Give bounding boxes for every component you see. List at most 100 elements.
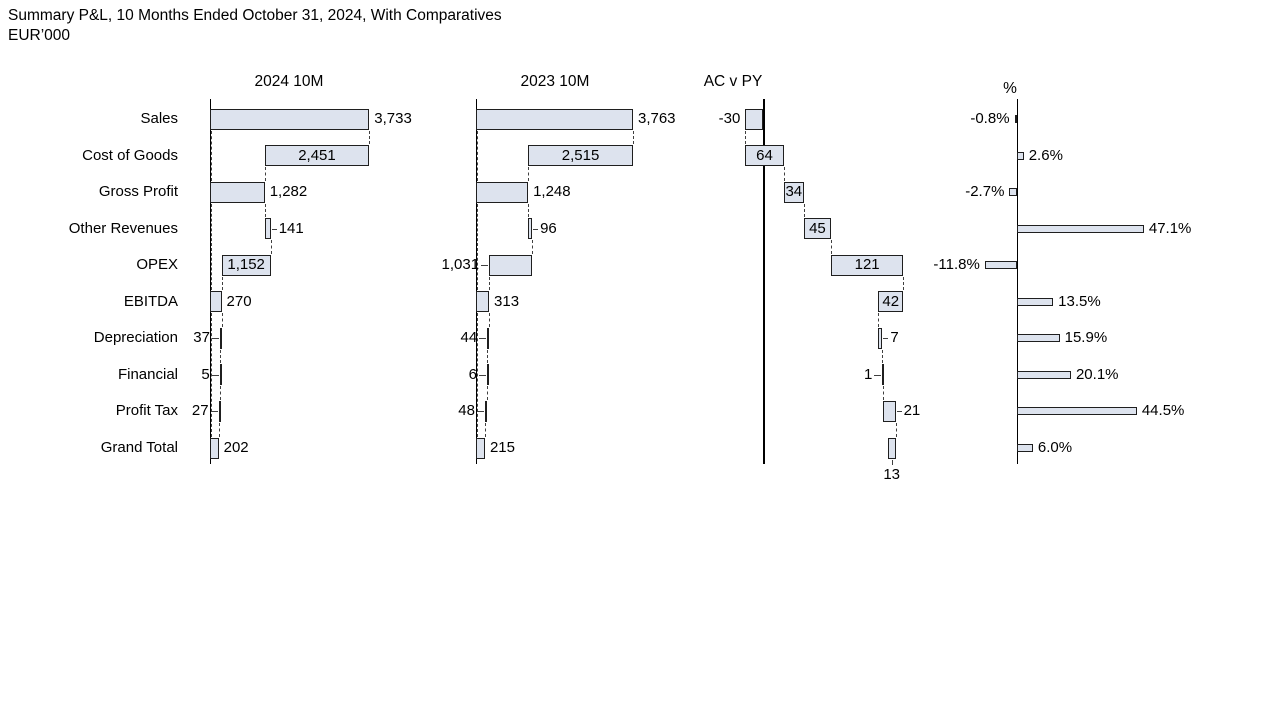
bar-1-5 bbox=[476, 291, 490, 313]
value-label-2-8: 21 bbox=[903, 402, 921, 420]
waterfall-connector bbox=[882, 349, 884, 364]
bar-3-6 bbox=[1016, 334, 1060, 343]
label-leader bbox=[533, 228, 539, 230]
value-label-3-9: 6.0% bbox=[1037, 439, 1073, 457]
waterfall-connector bbox=[219, 349, 221, 364]
label-leader bbox=[478, 374, 486, 376]
bar-3-5 bbox=[1016, 297, 1054, 306]
waterfall-connector bbox=[528, 203, 530, 218]
value-label-3-0: -0.8% bbox=[970, 110, 1010, 127]
value-label-0-0: 3,733 bbox=[374, 110, 412, 127]
result-base-connector bbox=[477, 203, 478, 291]
y-axis-panel-3 bbox=[1016, 99, 1018, 464]
bar-0-9 bbox=[210, 437, 219, 459]
bar-0-3 bbox=[264, 218, 271, 240]
result-base-connector bbox=[477, 313, 478, 437]
bar-3-4 bbox=[984, 261, 1017, 270]
value-label-2-5: 42 bbox=[882, 292, 900, 310]
bar-0-0 bbox=[210, 108, 370, 130]
value-label-3-6: 15.9% bbox=[1064, 329, 1108, 347]
waterfall-connector bbox=[221, 313, 223, 327]
y-axis-panel-2 bbox=[763, 99, 765, 464]
label-leader bbox=[211, 374, 219, 376]
bar-2-8 bbox=[883, 400, 896, 422]
value-label-0-3: 141 bbox=[278, 219, 304, 237]
bar-0-7 bbox=[219, 364, 222, 386]
category-label-opex: OPEX bbox=[136, 256, 178, 274]
result-base-connector bbox=[477, 130, 478, 181]
bar-1-1 bbox=[528, 145, 633, 167]
report-title: Summary P&L, 10 Months Ended October 31,… bbox=[8, 7, 502, 24]
value-label-0-6: 37 bbox=[193, 329, 210, 347]
category-label-gross-profit: Gross Profit bbox=[98, 183, 178, 201]
category-label-sales: Sales bbox=[140, 110, 178, 127]
bar-0-6 bbox=[219, 327, 222, 349]
result-base-connector bbox=[211, 130, 212, 181]
bar-1-3 bbox=[528, 218, 533, 240]
bar-2-1 bbox=[745, 145, 784, 167]
label-leader bbox=[479, 338, 487, 340]
value-label-3-1: 2.6% bbox=[1028, 146, 1063, 164]
label-leader bbox=[874, 374, 882, 376]
bar-0-4 bbox=[221, 254, 271, 276]
value-label-1-8: 48 bbox=[458, 402, 475, 420]
waterfall-connector bbox=[219, 386, 221, 400]
label-leader bbox=[476, 411, 484, 413]
label-leader bbox=[271, 228, 277, 230]
label-leader bbox=[210, 411, 218, 413]
bar-0-5 bbox=[210, 291, 222, 313]
waterfall-connector bbox=[532, 240, 534, 254]
waterfall-connector bbox=[632, 130, 634, 145]
bar-1-6 bbox=[487, 327, 490, 349]
waterfall-connector bbox=[803, 203, 805, 218]
category-label-grand-total: Grand Total bbox=[100, 439, 178, 457]
category-label-depreciation: Depreciation bbox=[93, 329, 178, 347]
value-label-0-1: 2,451 bbox=[298, 146, 336, 164]
bar-3-2 bbox=[1009, 188, 1017, 197]
bar-2-9 bbox=[887, 437, 896, 459]
waterfall-connector bbox=[221, 276, 223, 291]
value-label-2-0: -30 bbox=[718, 110, 741, 127]
bar-3-9 bbox=[1016, 444, 1033, 453]
waterfall-connector bbox=[895, 422, 897, 437]
y-axis-panel-1 bbox=[476, 99, 478, 464]
result-base-connector bbox=[211, 313, 212, 437]
value-label-1-0: 3,763 bbox=[637, 110, 676, 127]
value-label-2-2: 34 bbox=[785, 183, 803, 201]
value-label-2-1: 64 bbox=[756, 146, 773, 164]
category-label-other-revenues: Other Revenues bbox=[68, 219, 178, 237]
value-label-0-2: 1,282 bbox=[269, 183, 308, 201]
waterfall-connector bbox=[783, 167, 785, 181]
report-unit-label: EUR’000 bbox=[8, 27, 71, 44]
bar-2-0 bbox=[745, 108, 764, 130]
bar-2-2 bbox=[783, 181, 804, 203]
value-label-2-3: 45 bbox=[809, 219, 826, 237]
value-label-1-6: 44 bbox=[460, 329, 478, 347]
bar-3-7 bbox=[1016, 370, 1071, 379]
label-leader bbox=[211, 338, 219, 340]
category-label-financial: Financial bbox=[117, 365, 178, 383]
value-label-2-9: 13 bbox=[883, 466, 901, 484]
bar-2-6 bbox=[878, 327, 883, 349]
value-label-0-5: 270 bbox=[226, 292, 252, 310]
bar-1-9 bbox=[476, 437, 485, 459]
bar-3-0 bbox=[1014, 115, 1017, 123]
value-label-2-6: 7 bbox=[890, 329, 899, 347]
value-label-1-7: 6 bbox=[468, 365, 477, 383]
panel-title-1: 2023 10M bbox=[520, 73, 590, 90]
bar-1-7 bbox=[486, 364, 489, 386]
waterfall-connector bbox=[878, 313, 880, 327]
result-base-connector bbox=[211, 203, 212, 291]
waterfall-connector bbox=[487, 349, 489, 364]
waterfall-connector bbox=[489, 313, 491, 327]
panel-title-3: % bbox=[1003, 80, 1017, 97]
bar-0-8 bbox=[218, 400, 221, 422]
value-label-3-2: -2.7% bbox=[965, 183, 1005, 201]
waterfall-connector bbox=[745, 130, 747, 145]
value-label-0-7: 5 bbox=[201, 365, 210, 383]
panel-title-0: 2024 10M bbox=[254, 73, 324, 90]
bar-3-1 bbox=[1016, 151, 1024, 160]
bar-2-5 bbox=[878, 291, 904, 313]
bar-3-3 bbox=[1016, 224, 1144, 233]
